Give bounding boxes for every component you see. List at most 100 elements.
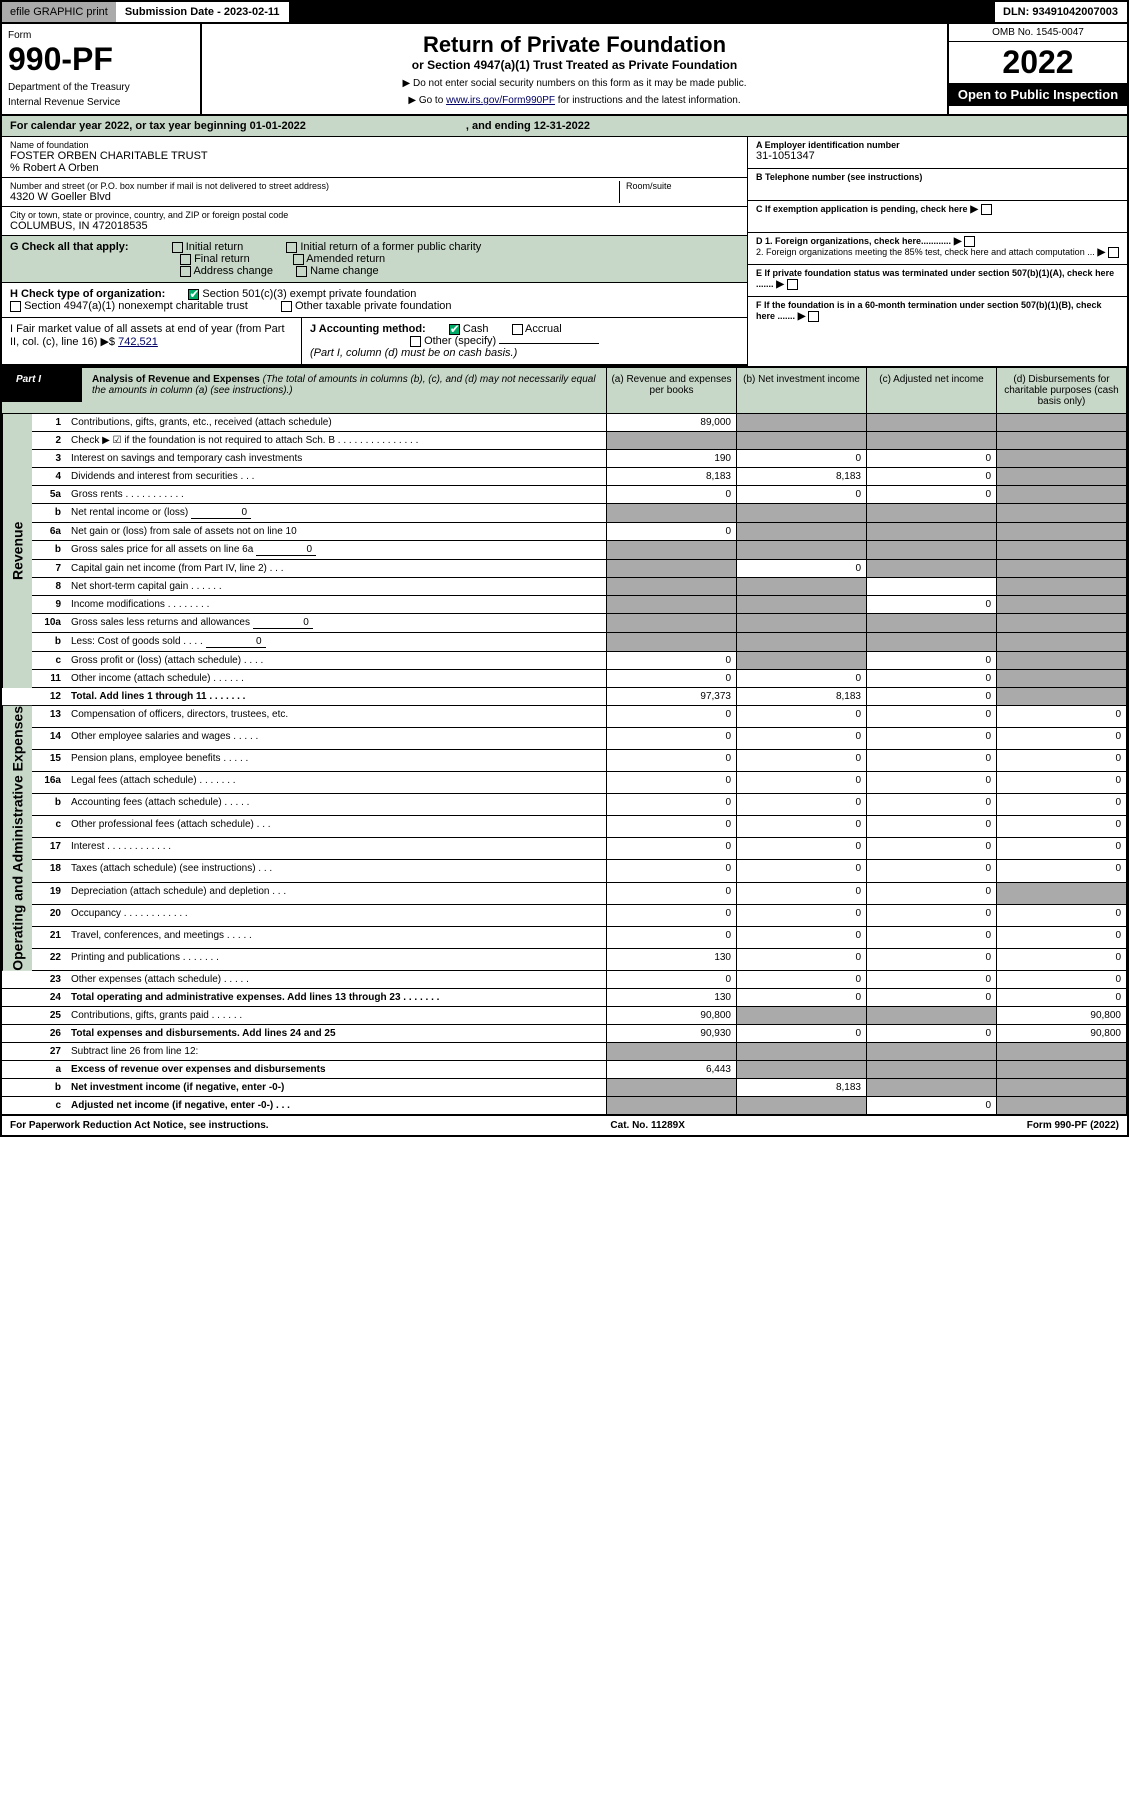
row-val-b: 0 <box>737 670 867 688</box>
row-val-d: 90,800 <box>997 1007 1127 1025</box>
row-val-c: 0 <box>867 971 997 989</box>
footer-center: Cat. No. 11289X <box>610 1120 684 1131</box>
row-num: 19 <box>32 883 66 905</box>
address: 4320 W Goeller Blvd <box>10 191 619 203</box>
row-val-d: 0 <box>997 905 1127 927</box>
row-desc: Total expenses and disbursements. Add li… <box>66 1025 607 1043</box>
row-val-d <box>997 578 1127 596</box>
j-label: J Accounting method: <box>310 323 426 335</box>
row-val-c: 0 <box>867 652 997 670</box>
checkbox-e[interactable] <box>787 279 798 290</box>
row-val-d <box>997 670 1127 688</box>
checkbox-address-change[interactable] <box>180 266 191 277</box>
checkbox-d2[interactable] <box>1108 247 1119 258</box>
row-num: b <box>32 794 66 816</box>
row-desc: Total operating and administrative expen… <box>66 989 607 1007</box>
row-desc: Dividends and interest from securities .… <box>66 468 607 486</box>
exemption-cell: C If exemption application is pending, c… <box>748 201 1127 233</box>
cal-begin: For calendar year 2022, or tax year begi… <box>10 120 306 132</box>
row-val-b: 0 <box>737 794 867 816</box>
row-desc: Other income (attach schedule) . . . . .… <box>66 670 607 688</box>
row-val-d: 0 <box>997 927 1127 949</box>
row-num: 23 <box>32 971 66 989</box>
checkbox-final-return[interactable] <box>180 254 191 265</box>
checkbox-other-taxable[interactable] <box>281 301 292 312</box>
checkbox-other-method[interactable] <box>410 336 421 347</box>
row-val-d: 0 <box>997 816 1127 838</box>
row-val-c: 0 <box>867 706 997 728</box>
blank <box>2 688 32 706</box>
row-val-b <box>737 596 867 614</box>
row-val-b: 0 <box>737 486 867 504</box>
fmv-value[interactable]: 742,521 <box>118 336 158 348</box>
row-num: 18 <box>32 860 66 882</box>
row-num: 21 <box>32 927 66 949</box>
row-desc: Gross sales less returns and allowances … <box>66 614 607 633</box>
j-other: Other (specify) <box>424 335 496 347</box>
row-val-c <box>867 504 997 523</box>
g-opt-2: Final return <box>194 253 250 265</box>
row-desc: Taxes (attach schedule) (see instruction… <box>66 860 607 882</box>
row-val-d <box>997 614 1127 633</box>
part-title: Analysis of Revenue and Expenses (The to… <box>82 368 606 402</box>
row-val-c <box>867 541 997 560</box>
row-val-d <box>997 652 1127 670</box>
form-link[interactable]: www.irs.gov/Form990PF <box>446 95 555 106</box>
dept-treasury: Department of the Treasury <box>8 82 194 93</box>
row-val-b: 0 <box>737 728 867 750</box>
row-val-d <box>997 560 1127 578</box>
row-num: b <box>32 541 66 560</box>
row-val-c <box>867 633 997 652</box>
checkbox-initial-return[interactable] <box>172 242 183 253</box>
row-val-b: 0 <box>737 706 867 728</box>
checkbox-cash[interactable] <box>449 324 460 335</box>
checkbox-f[interactable] <box>808 311 819 322</box>
row-val-a <box>607 578 737 596</box>
checkbox-amended[interactable] <box>293 254 304 265</box>
row-val-a: 190 <box>607 450 737 468</box>
row-val-a: 0 <box>607 652 737 670</box>
room-label: Room/suite <box>626 181 739 191</box>
checkbox-accrual[interactable] <box>512 324 523 335</box>
checkbox-501c3[interactable] <box>188 289 199 300</box>
blank <box>2 1007 32 1025</box>
row-val-c: 0 <box>867 688 997 706</box>
checkbox-d1[interactable] <box>964 236 975 247</box>
footer: For Paperwork Reduction Act Notice, see … <box>2 1115 1127 1135</box>
row-val-c: 0 <box>867 1025 997 1043</box>
row-val-b: 0 <box>737 883 867 905</box>
row-val-a <box>607 633 737 652</box>
row-num: 4 <box>32 468 66 486</box>
analysis-table: Part I Analysis of Revenue and Expenses … <box>2 368 1127 1115</box>
checkbox-exemption[interactable] <box>981 204 992 215</box>
inline-val: 0 <box>253 617 313 629</box>
d-cell: D 1. Foreign organizations, check here..… <box>748 233 1127 265</box>
j-note: (Part I, column (d) must be on cash basi… <box>310 347 517 359</box>
row-val-d <box>997 414 1127 432</box>
checkbox-name-change[interactable] <box>296 266 307 277</box>
row-desc: Gross profit or (loss) (attach schedule)… <box>66 652 607 670</box>
blank <box>2 1043 32 1061</box>
form-header: Form 990-PF Department of the Treasury I… <box>2 24 1127 116</box>
row-val-b: 0 <box>737 838 867 860</box>
name-label: Name of foundation <box>10 140 739 150</box>
row-desc: Travel, conferences, and meetings . . . … <box>66 927 607 949</box>
ein-cell: A Employer identification number 31-1051… <box>748 137 1127 169</box>
checkbox-4947[interactable] <box>10 301 21 312</box>
row-val-d <box>997 633 1127 652</box>
blank <box>2 1079 32 1097</box>
row-val-b <box>737 633 867 652</box>
row-val-a <box>607 504 737 523</box>
row-num: b <box>32 633 66 652</box>
row-val-a <box>607 596 737 614</box>
row-desc: Capital gain net income (from Part IV, l… <box>66 560 607 578</box>
row-desc: Net gain or (loss) from sale of assets n… <box>66 523 607 541</box>
row-val-d <box>997 1061 1127 1079</box>
cal-end: , and ending 12-31-2022 <box>466 120 590 132</box>
checkbox-initial-public[interactable] <box>286 242 297 253</box>
row-num: a <box>32 1061 66 1079</box>
row-val-b: 0 <box>737 949 867 971</box>
section-g: G Check all that apply: Initial return I… <box>2 236 747 283</box>
row-val-d: 90,800 <box>997 1025 1127 1043</box>
row-val-d: 0 <box>997 971 1127 989</box>
